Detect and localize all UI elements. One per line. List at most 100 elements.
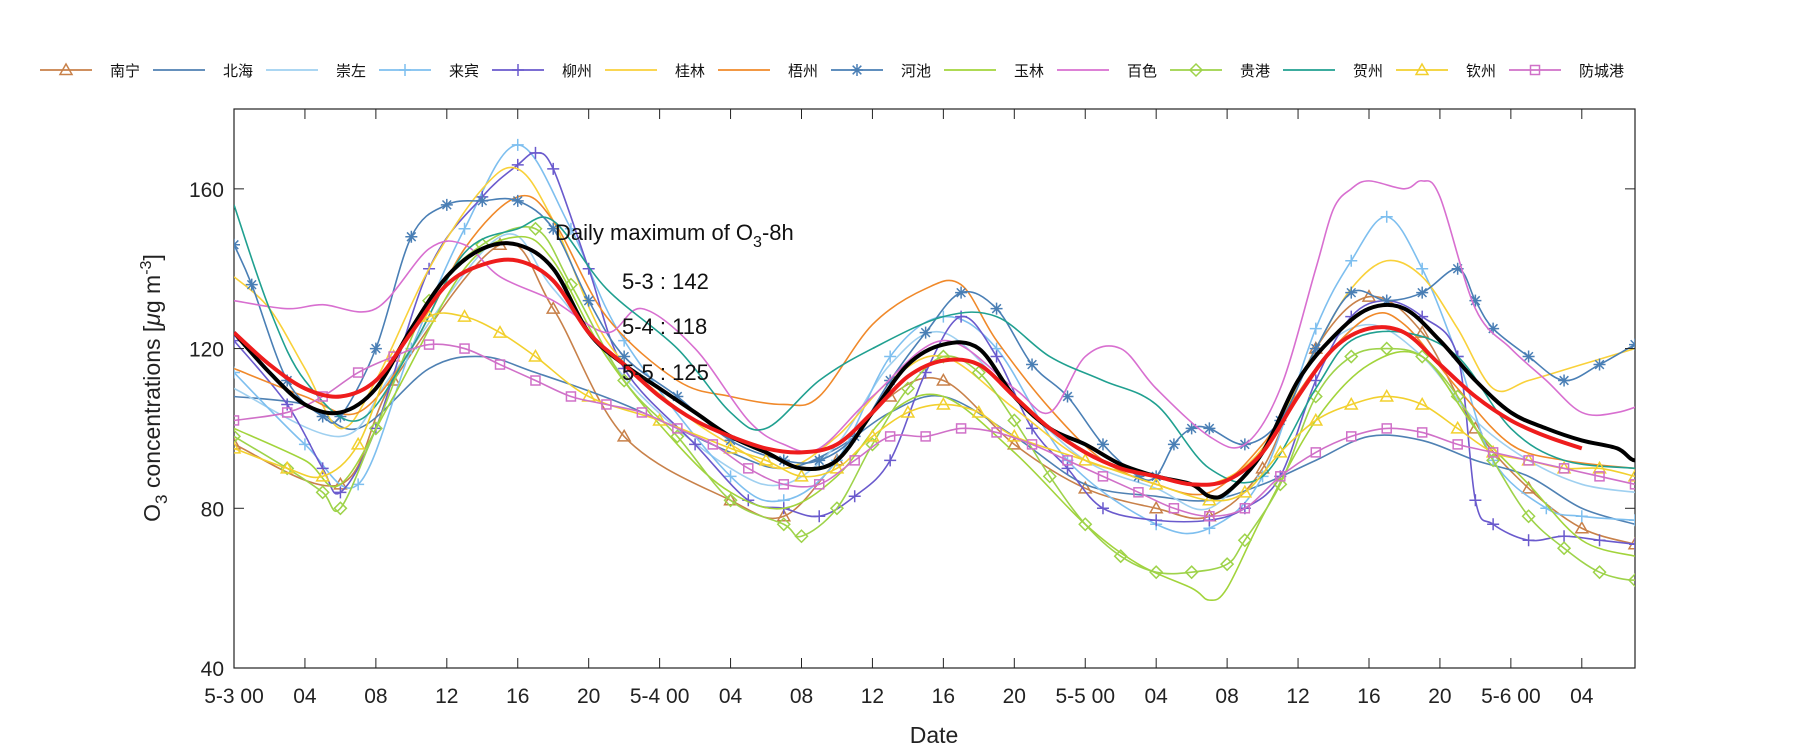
legend-label: 河池	[901, 63, 931, 80]
plot-area: 5-3 00 04 08 12 16 20 5-4 00 04 08 12 16 20 5-5 00 04…	[189, 108, 1636, 708]
annotation-box: Daily maximum of O3-8h 5-3 : 142 5-4 : 1…	[555, 220, 794, 385]
series-line-e799bee889b2	[234, 180, 1635, 453]
series-e78e89e69e97	[234, 235, 1635, 602]
data-point-e69da5e5aebe-2	[352, 478, 365, 491]
data-point-e69fb3e5b79e-12	[689, 438, 702, 451]
y-label-mid: concentrations [	[139, 325, 165, 494]
legend-item-e8b4bae5b79e: 贺州	[1283, 63, 1383, 80]
x-tick-label: 5-3 00	[204, 685, 264, 708]
data-point-e58d97e5ae81-6	[723, 492, 738, 506]
x-tick-label: 16	[1357, 685, 1380, 708]
data-point-e6b2b3e6b1a0-13	[671, 390, 684, 403]
data-point-e69fb3e5b79e-38	[1629, 538, 1635, 551]
data-point-e992a6e5b79e-11	[723, 440, 738, 454]
x-axis-label: Date	[910, 722, 959, 748]
data-point-e6b2b3e6b1a0-22	[1026, 358, 1039, 371]
data-point-e58d97e5ae81-5	[616, 428, 632, 442]
legend-label: 崇左	[336, 63, 366, 80]
data-point-e992a6e5b79e-33	[1592, 460, 1607, 474]
x-tick-label: 5-6 00	[1481, 685, 1541, 708]
data-point-e6b2b3e6b1a0-19	[919, 326, 932, 339]
data-point-e6b2b3e6b1a0-40	[1558, 374, 1571, 387]
series-e8b4bae5b79e	[234, 204, 1635, 484]
x-tick-label: 20	[1003, 685, 1026, 708]
data-point-e998b2e59f8ee6b8af-1	[281, 407, 293, 418]
data-point-e8b4b5e6b8af-37	[1627, 573, 1635, 588]
data-point-e6b2b3e6b1a0-33	[1345, 286, 1358, 299]
annotation-title-sub: 3	[753, 234, 762, 251]
data-point-e998b2e59f8ee6b8af-30	[1310, 447, 1322, 458]
data-point-e6b2b3e6b1a0-34	[1380, 294, 1393, 307]
data-point-e6b2b3e6b1a0-18	[884, 374, 897, 387]
annotation-line-3: 5-5 : 125	[622, 360, 709, 385]
data-point-e8b4b5e6b8af-13	[794, 529, 809, 544]
data-point-e6b2b3e6b1a0-27	[1167, 438, 1180, 451]
data-point-e6b2b3e6b1a0-11	[582, 294, 595, 307]
data-point-e998b2e59f8ee6b8af-39	[1629, 479, 1635, 490]
y-label-sub: 3	[152, 494, 171, 503]
data-point-e992a6e5b79e-6	[457, 309, 472, 322]
data-point-e992a6e5b79e-10	[652, 412, 667, 426]
x-tick-label: 20	[577, 685, 600, 708]
legend-item-e78e89e69e97: 玉林	[944, 63, 1044, 80]
data-point-e998b2e59f8ee6b8af-6	[459, 343, 470, 354]
data-point-e992a6e5b79e-2	[315, 468, 330, 482]
data-point-e992a6e5b79e-17	[936, 396, 951, 410]
series-line-smooth	[234, 257, 1583, 487]
legend-marker	[1188, 62, 1204, 78]
data-point-e69da5e5aebe-26	[1629, 514, 1635, 527]
data-point-e6b2b3e6b1a0-10	[547, 222, 560, 235]
data-point-e6b2b3e6b1a0-1	[245, 278, 258, 291]
x-tick-label: 08	[790, 685, 813, 708]
data-point-e69fb3e5b79e-23	[1096, 502, 1109, 515]
data-point-e6b2b3e6b1a0-6	[405, 230, 418, 243]
series-mean	[234, 241, 1635, 500]
data-point-e69da5e5aebe-18	[1309, 322, 1322, 335]
data-point-e8b4b5e6b8af-32	[1450, 389, 1465, 404]
data-point-e992a6e5b79e-1	[279, 460, 295, 474]
data-point-e6b2b3e6b1a0-32	[1309, 342, 1322, 355]
data-point-e992a6e5b79e-27	[1379, 388, 1395, 402]
data-point-e8b4b5e6b8af-16	[900, 381, 915, 396]
data-point-e69fb3e5b79e-34	[1487, 518, 1500, 531]
data-point-e998b2e59f8ee6b8af-24	[1097, 471, 1109, 482]
legend-marker	[399, 64, 411, 76]
data-point-e69fb3e5b79e-3	[334, 486, 347, 499]
data-point-e6b2b3e6b1a0-3	[316, 410, 329, 423]
legend-item-e69fb3e5b79e: 柳州	[492, 63, 592, 80]
data-point-e992a6e5b79e-19	[1007, 428, 1022, 442]
ticks-layer: 5-3 00 04 08 12 16 20 5-4 00 04 08 12 16 20 5-5 00 04…	[189, 109, 1635, 708]
legend-marker	[1414, 62, 1430, 76]
data-point-e6b2b3e6b1a0-41	[1593, 358, 1606, 371]
data-point-e8b4b5e6b8af-24	[1184, 565, 1199, 580]
data-point-e58d97e5ae81-4	[545, 301, 561, 314]
data-point-e6b2b3e6b1a0-28	[1185, 422, 1198, 435]
data-point-e8b4b5e6b8af-7	[528, 221, 543, 236]
data-point-e998b2e59f8ee6b8af-37	[1558, 463, 1570, 474]
legend-item-e8b4b5e6b8af: 贵港	[1170, 62, 1270, 80]
data-point-e8b4b5e6b8af-14	[829, 501, 845, 516]
y-label-base: O	[139, 504, 165, 522]
data-point-e992a6e5b79e-12	[758, 452, 774, 466]
series-layer	[234, 138, 1635, 602]
legend-label: 梧州	[788, 63, 818, 80]
legend-label: 玉林	[1014, 63, 1044, 80]
data-point-e998b2e59f8ee6b8af-7	[494, 359, 506, 370]
data-point-e998b2e59f8ee6b8af-11	[636, 407, 648, 418]
data-point-e58d97e5ae81-21	[1574, 520, 1590, 534]
data-point-e69da5e5aebe-19	[1345, 254, 1358, 267]
series-e58c97e6b5b7	[234, 355, 1635, 526]
data-point-e8b4b5e6b8af-34	[1521, 509, 1536, 524]
legend-item-e6a2a7e5b79e: 梧州	[718, 63, 818, 80]
data-point-e992a6e5b79e-20	[1077, 452, 1093, 466]
series-e992a6e5b79e	[234, 309, 1635, 506]
data-point-e998b2e59f8ee6b8af-19	[920, 431, 931, 442]
data-point-e69da5e5aebe-0	[234, 366, 240, 379]
data-point-e6b2b3e6b1a0-29	[1203, 422, 1216, 435]
series-e6b2b3e6b1a0	[234, 194, 1635, 483]
legend-label: 百色	[1127, 63, 1157, 80]
legend-item-e992a6e5b79e: 钦州	[1396, 62, 1496, 80]
data-point-e998b2e59f8ee6b8af-10	[601, 399, 612, 410]
data-point-e998b2e59f8ee6b8af-27	[1204, 511, 1215, 522]
